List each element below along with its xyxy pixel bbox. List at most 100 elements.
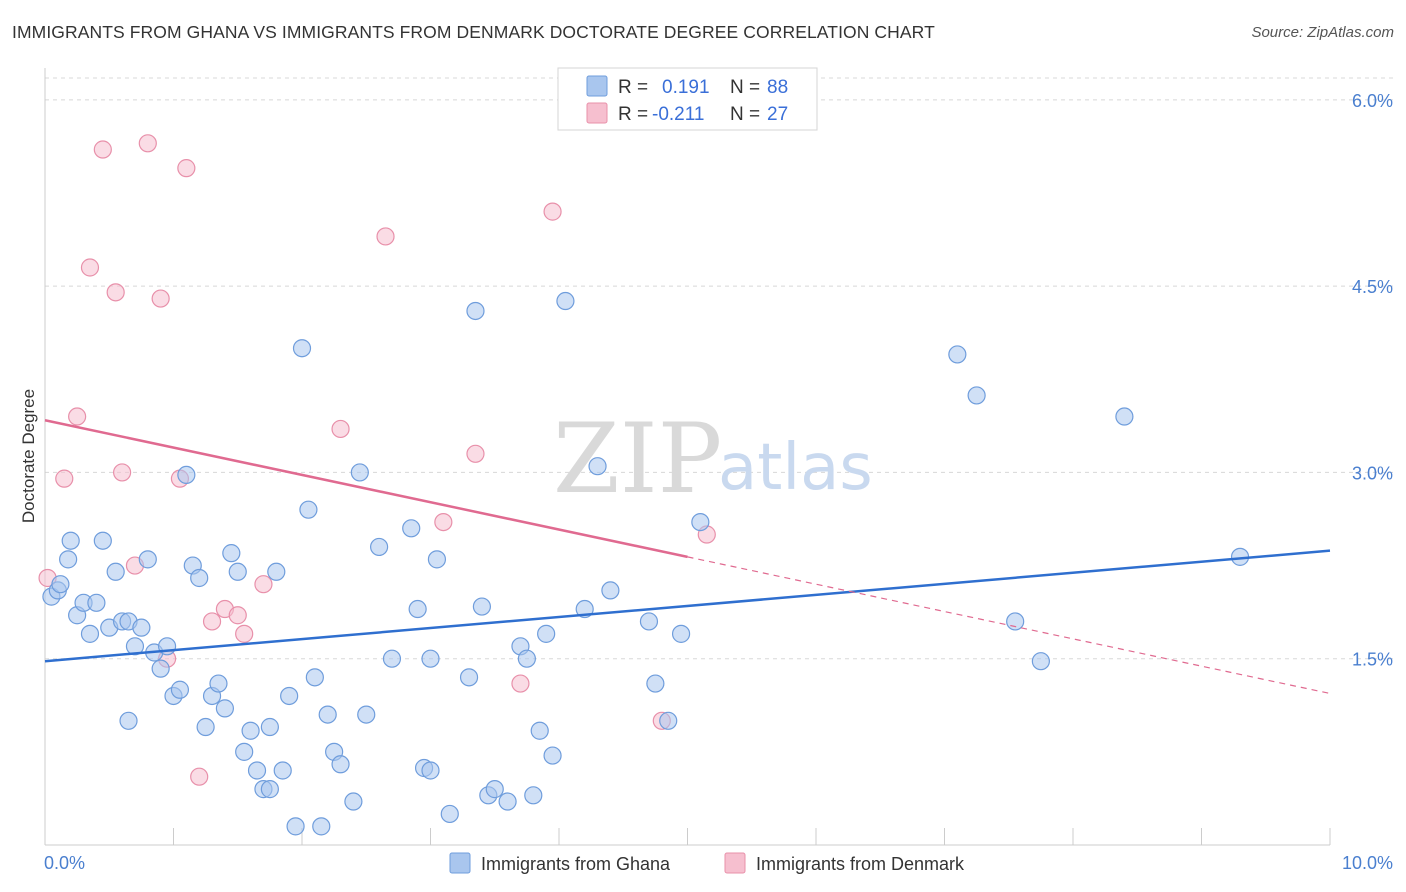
ghana-point — [357, 705, 376, 724]
legend-n-label-denmark: N = — [730, 104, 760, 125]
denmark-point — [511, 674, 530, 693]
ghana-point — [170, 680, 190, 699]
ghana-point — [1006, 612, 1025, 631]
y-tick-label: 3.0% — [1352, 463, 1393, 483]
denmark-point — [151, 289, 170, 308]
ghana-trend-line — [44, 549, 1331, 663]
ghana-point — [61, 531, 80, 550]
ghana-point — [537, 624, 556, 643]
legend-r-value-denmark: -0.211 — [652, 104, 704, 125]
y-tick-labels: 1.5% 3.0% 4.5% 6.0% — [1352, 91, 1393, 670]
bottom-legend-label-denmark: Immigrants from Denmark — [756, 854, 965, 874]
ghana-point — [459, 668, 479, 687]
top-legend: R = 0.191 N = 88 R = -0.211 N = 27 — [557, 67, 818, 131]
ghana-point — [421, 761, 440, 780]
legend-n-value-denmark: 27 — [767, 104, 788, 125]
ghana-point — [312, 817, 331, 836]
ghana-point — [106, 562, 125, 581]
ghana-point — [350, 463, 369, 482]
legend-r-label-ghana: R = — [618, 77, 648, 98]
denmark-point — [331, 419, 350, 439]
ghana-point — [1031, 652, 1050, 671]
denmark-point — [68, 407, 87, 426]
ghana-point — [556, 291, 575, 311]
ghana-point — [601, 581, 620, 600]
ghana-point — [190, 568, 209, 588]
denmark-point — [112, 463, 132, 482]
ghana-point — [273, 761, 292, 780]
bottom-legend-label-ghana: Immigrants from Ghana — [481, 854, 671, 874]
ghana-point — [691, 512, 710, 532]
watermark: ZIP atlas — [553, 403, 873, 515]
ghana-point — [408, 599, 427, 619]
ghana-point — [260, 717, 279, 737]
ghana-point — [119, 711, 138, 730]
ghana-point — [80, 624, 100, 643]
source-credit: Source: ZipAtlas.com — [1251, 24, 1394, 41]
ghana-point — [222, 544, 241, 563]
ghana-point — [639, 612, 659, 631]
ghana-point — [344, 792, 363, 811]
y-axis-label: Doctorate Degree — [19, 389, 38, 523]
ghana-point — [421, 649, 440, 668]
denmark-point — [254, 575, 273, 594]
ghana-point — [671, 624, 691, 643]
ghana-point — [517, 649, 536, 668]
x-ticks — [44, 828, 1331, 845]
ghana-point — [588, 457, 607, 476]
ghana-point — [235, 742, 254, 761]
ghana-point — [280, 686, 299, 706]
ghana-point — [1115, 407, 1134, 426]
denmark-point — [376, 227, 395, 246]
denmark-point — [235, 624, 254, 643]
ghana-point — [370, 537, 389, 557]
bottom-legend-swatch-ghana — [449, 852, 471, 874]
denmark-point — [55, 469, 74, 488]
ghana-point — [93, 531, 112, 550]
ghana-point — [427, 550, 447, 569]
trend-lines — [44, 419, 1331, 695]
ghana-point — [51, 575, 70, 594]
ghana-point — [402, 519, 421, 538]
denmark-point — [202, 612, 222, 631]
ghana-point — [967, 386, 986, 405]
ghana-point — [125, 637, 145, 656]
legend-swatch-ghana — [586, 75, 608, 97]
denmark-point — [177, 159, 196, 178]
ghana-point — [382, 649, 402, 668]
ghana-point — [247, 761, 267, 780]
bottom-legend: Immigrants from Ghana Immigrants from De… — [449, 852, 965, 874]
ghana-point — [87, 593, 106, 612]
ghana-point — [241, 721, 260, 740]
ghana-point — [292, 339, 312, 358]
legend-n-value-ghana: 88 — [767, 77, 788, 98]
ghana-point — [215, 699, 234, 718]
ghana-point — [260, 780, 279, 799]
denmark-point — [106, 283, 125, 302]
y-tick-label: 4.5% — [1352, 277, 1393, 297]
denmark-point — [466, 444, 485, 463]
ghana-point — [948, 345, 967, 364]
legend-n-label-ghana: N = — [730, 77, 760, 98]
ghana-point — [196, 717, 215, 737]
ghana-point — [299, 500, 318, 519]
ghana-point — [466, 301, 485, 321]
ghana-point — [485, 780, 504, 799]
ghana-point — [59, 550, 78, 569]
watermark-zip: ZIP — [553, 403, 722, 515]
ghana-point — [138, 550, 157, 569]
ghana-point — [659, 711, 678, 730]
x-tick-label-min: 0.0% — [44, 853, 85, 873]
denmark-trend-line — [44, 419, 688, 559]
ghana-points — [42, 291, 1250, 836]
ghana-point — [286, 817, 305, 836]
bottom-legend-swatch-denmark — [724, 852, 746, 874]
ghana-point — [318, 705, 337, 724]
ghana-point — [209, 674, 228, 693]
ghana-point — [305, 668, 324, 687]
denmark-point — [138, 134, 157, 153]
ghana-point — [543, 746, 562, 765]
ghana-point — [440, 804, 459, 824]
ghana-point — [228, 562, 247, 581]
